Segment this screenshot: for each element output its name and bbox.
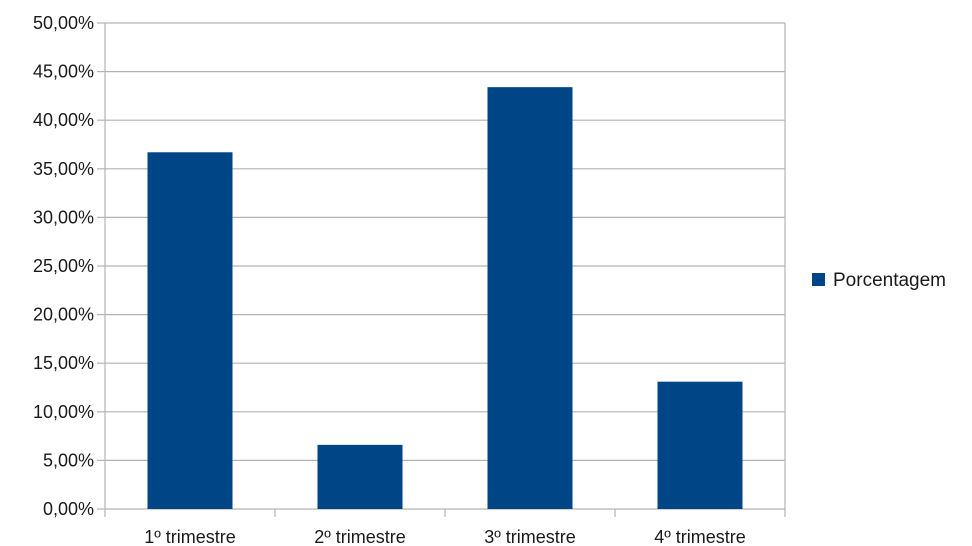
x-tick-label: 1º trimestre bbox=[144, 527, 236, 546]
bars bbox=[147, 87, 743, 509]
x-tick-labels: 1º trimestre 2º trimestre 3º trimestre 4º t… bbox=[144, 527, 746, 546]
y-tick-label: 10,00% bbox=[33, 402, 94, 422]
y-tick-label: 0,00% bbox=[43, 499, 94, 519]
y-tick-label: 5,00% bbox=[43, 450, 94, 470]
bar bbox=[147, 152, 233, 509]
x-tick-label: 3º trimestre bbox=[484, 527, 576, 546]
x-tick-label: 2º trimestre bbox=[314, 527, 406, 546]
y-tick-label: 50,00% bbox=[33, 13, 94, 33]
y-tick-label: 30,00% bbox=[33, 207, 94, 227]
y-tick-label: 25,00% bbox=[33, 256, 94, 276]
y-tick-labels: 0,00% 5,00% 10,00% 15,00% 20,00% 25,00% 30,00%… bbox=[33, 13, 94, 519]
y-tick-label: 40,00% bbox=[33, 110, 94, 130]
legend-label: Porcentagem bbox=[833, 270, 946, 291]
bar bbox=[317, 444, 403, 509]
y-tick-label: 15,00% bbox=[33, 353, 94, 373]
x-tick-label: 4º trimestre bbox=[654, 527, 746, 546]
y-tick-label: 20,00% bbox=[33, 305, 94, 325]
y-tick-label: 35,00% bbox=[33, 159, 94, 179]
bar bbox=[657, 381, 743, 509]
legend: Porcentagem bbox=[812, 270, 946, 291]
legend-swatch bbox=[812, 273, 825, 286]
axes bbox=[97, 22, 786, 517]
y-tick-label: 45,00% bbox=[33, 62, 94, 82]
bar bbox=[487, 87, 573, 509]
